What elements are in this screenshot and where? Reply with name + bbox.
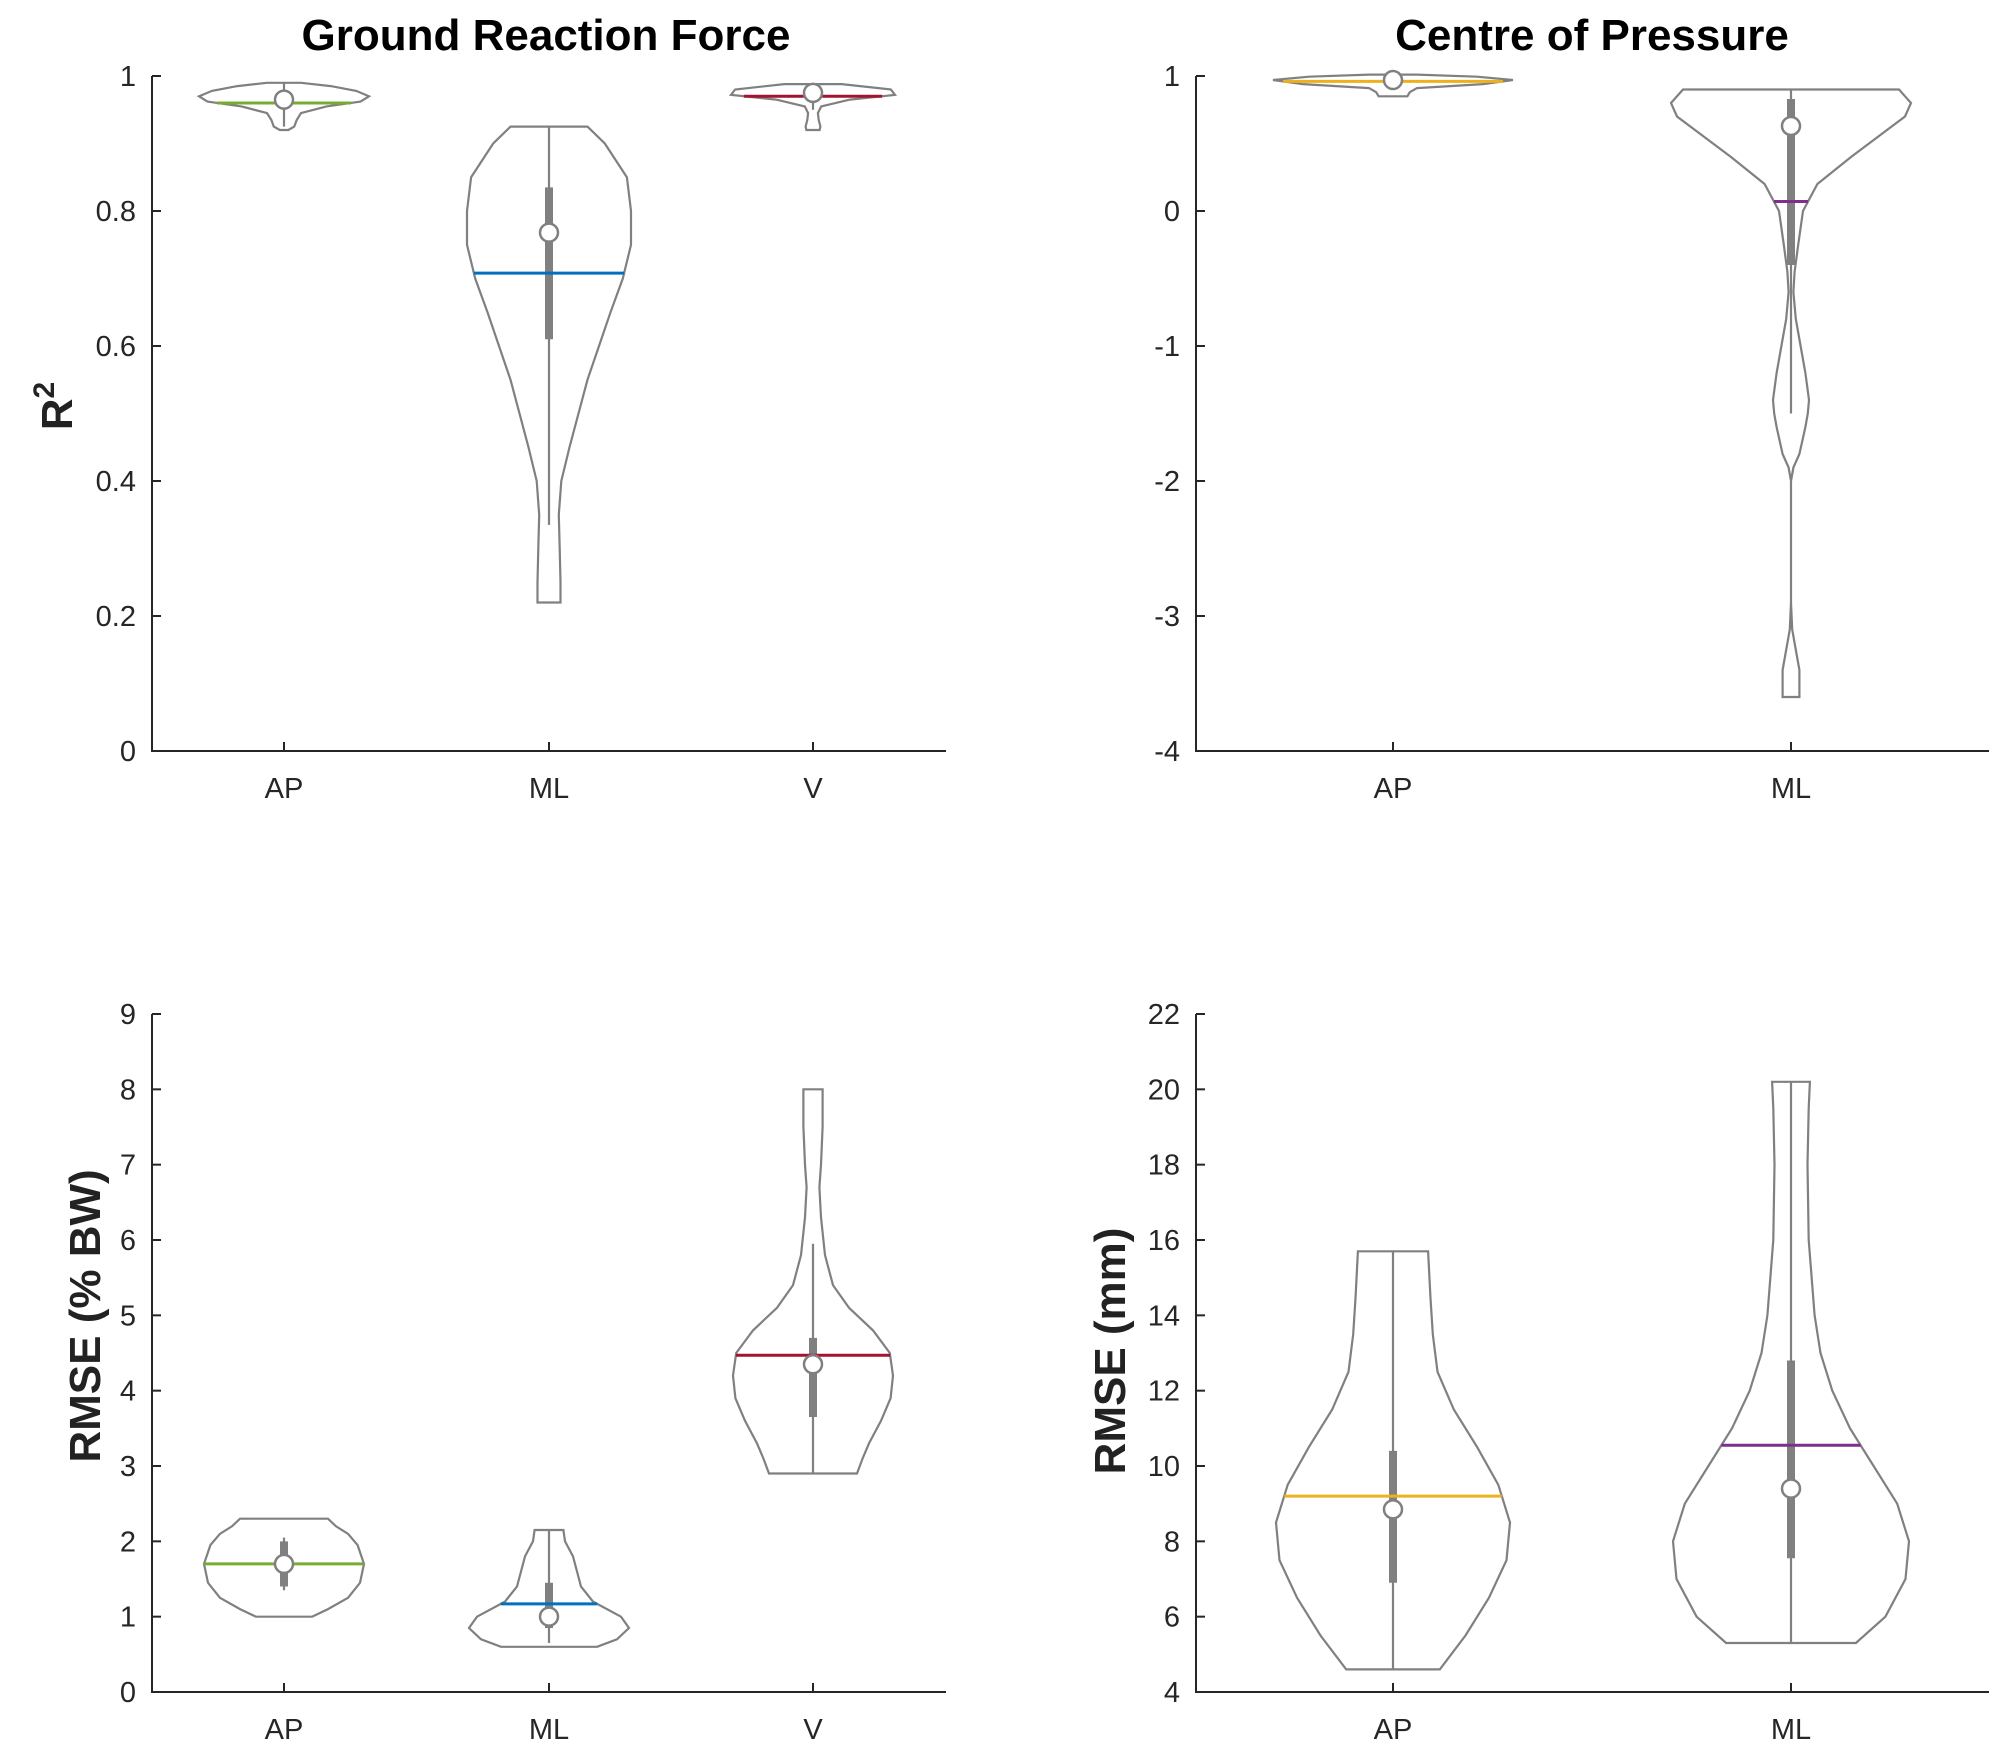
y-tick-label: 1 xyxy=(1164,61,1180,93)
median-dot-ap xyxy=(273,89,295,110)
y-tick-label: -1 xyxy=(1154,331,1180,363)
y-tick-label: 16 xyxy=(1148,1225,1180,1257)
grf-rmse-xticks: AP ML V xyxy=(265,1683,823,1746)
y-tick-label: 7 xyxy=(120,1150,136,1182)
y-tick-label: 10 xyxy=(1148,1451,1180,1483)
cop-r2-violins xyxy=(1272,69,1913,699)
y-tick-label: 0 xyxy=(1164,196,1180,228)
median-dot-ap xyxy=(273,1553,295,1575)
grf-r2-xticks: AP ML V xyxy=(265,742,823,805)
y-tick-label: 14 xyxy=(1148,1300,1180,1332)
y-tick-label: 9 xyxy=(120,999,136,1031)
y-tick-label: 1 xyxy=(120,1602,136,1634)
x-tick-label: AP xyxy=(1374,1714,1413,1746)
grf-r2-ylabel-superscript: 2 xyxy=(28,382,61,399)
x-tick-label: ML xyxy=(529,773,569,805)
grf-r2-panel: Ground Reaction Force R2 00.20.40.60.81 … xyxy=(28,11,946,805)
y-tick-label: 4 xyxy=(1164,1677,1180,1709)
cop-r2-axes xyxy=(1195,76,1989,752)
y-tick-label: 12 xyxy=(1148,1376,1180,1408)
x-tick-label: AP xyxy=(265,773,304,805)
y-tick-label: 4 xyxy=(120,1376,136,1408)
y-tick-label: 0.8 xyxy=(96,196,136,228)
cop-r2-xticks: AP ML xyxy=(1374,742,1811,805)
x-tick-label: ML xyxy=(1771,773,1811,805)
median-dot-v xyxy=(802,1354,824,1375)
y-tick-label: -3 xyxy=(1154,601,1180,633)
y-tick-label: 20 xyxy=(1148,1074,1180,1106)
y-tick-label: 2 xyxy=(120,1526,136,1558)
median-dot-ap xyxy=(1382,69,1404,91)
x-tick-label: ML xyxy=(1771,1714,1811,1746)
x-tick-label: V xyxy=(803,1714,823,1746)
y-tick-label: 0.6 xyxy=(96,331,136,363)
y-tick-label: 0 xyxy=(120,736,136,768)
cop-rmse-ylabel: RMSE (mm) xyxy=(1086,1228,1135,1475)
x-tick-label: AP xyxy=(265,1714,304,1746)
x-tick-label: ML xyxy=(529,1714,569,1746)
cop-rmse-yticks: 4 6 8 10 12 14 16 18 20 22 xyxy=(1148,999,1205,1709)
grf-r2-violins xyxy=(196,81,898,604)
cop-rmse-violins xyxy=(1274,1080,1911,1671)
grf-rmse-axes xyxy=(151,1014,946,1693)
grf-rmse-panel: RMSE (% BW) 0 1 2 3 4 5 6 7 8 9 AP ML V xyxy=(61,999,946,1746)
y-tick-label: 18 xyxy=(1148,1150,1180,1182)
median-dot-ml xyxy=(538,1606,560,1627)
y-tick-label: 0.4 xyxy=(96,466,136,498)
cop-rmse-panel: RMSE (mm) 4 6 8 10 12 14 16 18 20 22 AP ML xyxy=(1086,999,1989,1746)
cop-r2-yticks: -4 -3 -2 -1 0 1 xyxy=(1154,61,1205,768)
x-tick-label: AP xyxy=(1374,773,1413,805)
cop-r2-panel: Centre of Pressure -4 -3 -2 -1 0 1 AP ML xyxy=(1154,11,1989,805)
median-dot-v xyxy=(802,82,824,104)
y-tick-label: 22 xyxy=(1148,999,1180,1031)
y-tick-label: 0.2 xyxy=(96,601,136,633)
y-tick-label: 5 xyxy=(120,1300,136,1332)
grf-r2-ylabel: R2 xyxy=(28,382,82,430)
y-tick-label: 6 xyxy=(1164,1602,1180,1634)
cop-rmse-xticks: AP ML xyxy=(1374,1683,1811,1746)
grf-rmse-violins xyxy=(202,1088,895,1648)
median-dot-ap xyxy=(1382,1499,1404,1520)
y-tick-label: -2 xyxy=(1154,466,1180,498)
grf-r2-ylabel-base: R xyxy=(33,398,82,430)
x-tick-label: V xyxy=(803,773,823,805)
y-tick-label: 1 xyxy=(120,61,136,93)
median-dot-ml xyxy=(538,222,560,243)
y-tick-label: 8 xyxy=(120,1074,136,1106)
y-tick-label: 8 xyxy=(1164,1526,1180,1558)
cop-title: Centre of Pressure xyxy=(1395,11,1789,60)
median-dot-ml xyxy=(1780,1478,1802,1499)
y-tick-label: 3 xyxy=(120,1451,136,1483)
y-tick-label: 0 xyxy=(120,1677,136,1709)
median-dot-ml xyxy=(1780,115,1802,137)
grf-r2-yticks: 0 0.2 0.4 0.6 0.8 1 xyxy=(96,61,161,768)
y-tick-label: 6 xyxy=(120,1225,136,1257)
cop-rmse-axes xyxy=(1195,1014,1989,1693)
grf-title: Ground Reaction Force xyxy=(302,11,791,60)
y-tick-label: -4 xyxy=(1154,736,1180,768)
grf-rmse-ylabel: RMSE (% BW) xyxy=(61,1169,110,1462)
grf-r2-axes xyxy=(151,76,946,752)
